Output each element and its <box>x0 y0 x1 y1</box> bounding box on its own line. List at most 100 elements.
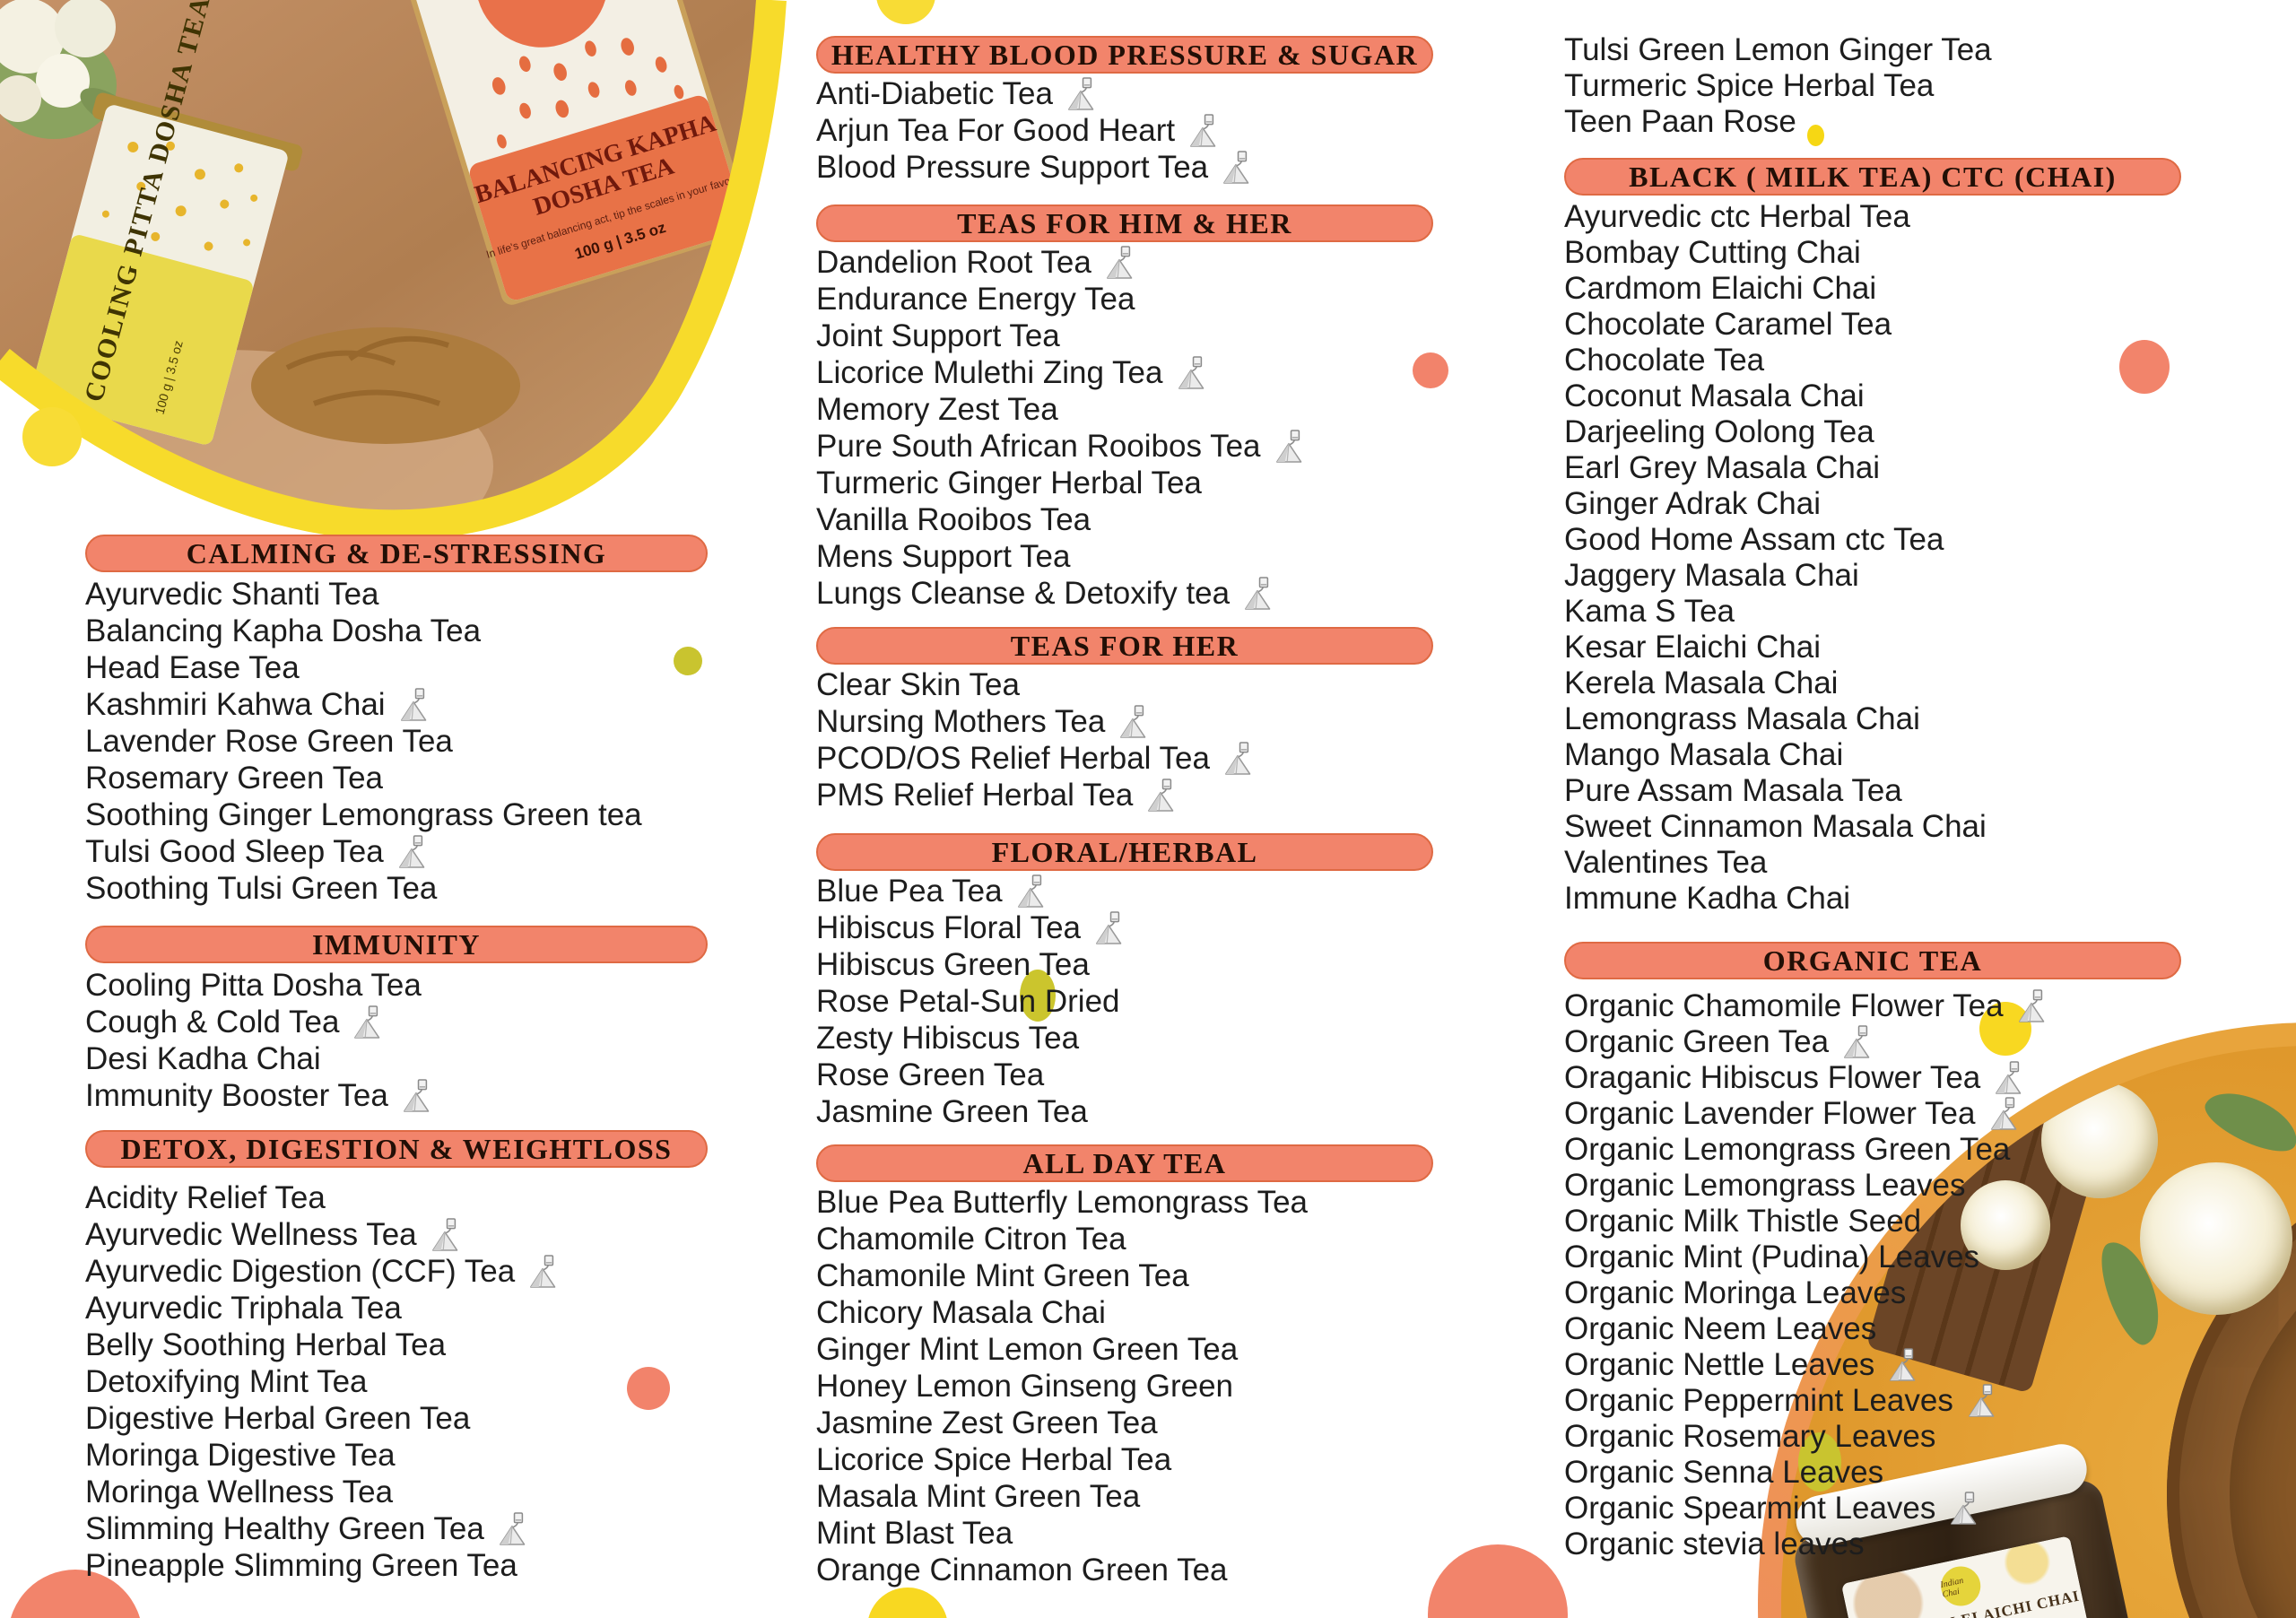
tea-item-label: Arjun Tea For Good Heart <box>816 112 1176 148</box>
tea-item-label: Acidity Relief Tea <box>85 1179 326 1215</box>
tea-item: Dandelion Root Tea <box>816 244 1433 281</box>
tea-item-label: Lungs Cleanse & Detoxify tea <box>816 575 1231 611</box>
menu-section: FLORAL/HERBAL Blue Pea Tea Hibiscus Flora… <box>816 833 1433 1130</box>
tea-item: Desi Kadha Chai <box>85 1040 708 1077</box>
tea-item-label: Tulsi Green Lemon Ginger Tea <box>1564 32 1992 67</box>
tea-item-label: Immunity Booster Tea <box>85 1077 388 1113</box>
section-header-pill: TEAS FOR HIM & HER <box>816 204 1433 242</box>
tea-item: Organic Moringa Leaves <box>1564 1275 2181 1311</box>
menu-column-middle: HEALTHY BLOOD PRESSURE & SUGAR Anti-Diabe… <box>816 36 1433 1588</box>
tea-item: Lavender Rose Green Tea <box>85 723 708 760</box>
tea-item: Darjeeling Oolong Tea <box>1564 414 2181 450</box>
section-header-label: TEAS FOR HER <box>1010 629 1239 662</box>
section-header-pill: BLACK ( MILK TEA) CTC (CHAI) <box>1564 158 2181 196</box>
tea-item: Honey Lemon Ginseng Green <box>816 1368 1433 1405</box>
teabag-icon <box>1017 874 1043 908</box>
tea-item-label: Teen Paan Rose <box>1564 104 1796 139</box>
tea-list: Acidity Relief Tea Ayurvedic Wellness Tea… <box>85 1179 708 1584</box>
decorative-dot <box>1413 352 1448 388</box>
tea-item: Pure South African Rooibos Tea <box>816 428 1433 465</box>
tea-item-label: Oraganic Hibiscus Flower Tea <box>1564 1060 1981 1095</box>
tea-item-label: Organic Spearmint Leaves <box>1564 1491 1936 1526</box>
chai-jars-photo-inner: Indian Chai CARDAMOM ELAICHI CHAI Indian… <box>1781 1046 2296 1618</box>
tea-item: Organic Neem Leaves <box>1564 1311 2181 1347</box>
tea-item: Jaggery Masala Chai <box>1564 558 2181 594</box>
menu-column-right: Tulsi Green Lemon Ginger Tea Turmeric Spi… <box>1564 29 2181 1562</box>
tea-item-label: Pure South African Rooibos Tea <box>816 428 1261 464</box>
tea-item-label: Ginger Mint Lemon Green Tea <box>816 1331 1239 1367</box>
tea-item-label: Chamomile Citron Tea <box>816 1221 1126 1257</box>
tea-item-label: Kesar Elaichi Chai <box>1564 630 1821 665</box>
tea-item-label: Chicory Masala Chai <box>816 1294 1106 1330</box>
tea-item-label: Organic Chamomile Flower Tea <box>1564 988 2004 1023</box>
teabag-icon <box>1990 1097 2016 1130</box>
tea-item-label: Slimming Healthy Green Tea <box>85 1510 484 1546</box>
tin-cooling-pitta: COOLING PITTA DOSHA TEA 100 g | 3.5 oz <box>30 0 303 445</box>
section-header-pill: FLORAL/HERBAL <box>816 833 1433 871</box>
tea-item-label: Organic Nettle Leaves <box>1564 1347 1875 1382</box>
decorative-dot <box>674 647 702 675</box>
tea-item: Pure Assam Masala Tea <box>1564 773 2181 809</box>
tea-item: Turmeric Ginger Herbal Tea <box>816 465 1433 501</box>
rose <box>1961 1180 2050 1270</box>
tea-item-label: Organic Moringa Leaves <box>1564 1275 1907 1310</box>
teabag-icon <box>431 1217 457 1251</box>
tea-item: Belly Soothing Herbal Tea <box>85 1327 708 1363</box>
tea-item: Detoxifying Mint Tea <box>85 1363 708 1400</box>
decorative-dot <box>22 407 82 466</box>
tea-item-label: Bombay Cutting Chai <box>1564 235 1861 270</box>
teabag-icon <box>1178 355 1204 389</box>
tea-item: Valentines Tea <box>1564 845 2181 881</box>
tea-item: Hibiscus Floral Tea <box>816 909 1433 946</box>
tea-item: Cardmom Elaichi Chai <box>1564 271 2181 307</box>
tea-item: Earl Grey Masala Chai <box>1564 450 2181 486</box>
teabag-icon <box>1951 1492 1977 1525</box>
tea-item-label: Moringa Digestive Tea <box>85 1437 396 1473</box>
menu-section: BLACK ( MILK TEA) CTC (CHAI) Ayurvedic ct… <box>1564 158 2181 917</box>
tea-list: Ayurvedic Shanti Tea Balancing Kapha Dosh… <box>85 576 708 907</box>
tea-item-label: PMS Relief Herbal Tea <box>816 777 1134 813</box>
tea-item-label: Earl Grey Masala Chai <box>1564 450 1881 485</box>
tea-item: Good Home Assam ctc Tea <box>1564 522 2181 558</box>
tea-item: Ayurvedic Digestion (CCF) Tea <box>85 1253 708 1290</box>
section-header-pill: TEAS FOR HER <box>816 627 1433 665</box>
tea-item: Organic Chamomile Flower Tea <box>1564 988 2181 1024</box>
tea-item: Kesar Elaichi Chai <box>1564 630 2181 665</box>
tea-item-label: Mint Blast Tea <box>816 1515 1013 1551</box>
menu-section: TEAS FOR HER Clear Skin Tea Nursing Mother… <box>816 627 1433 813</box>
tea-item: Pineapple Slimming Green Tea <box>85 1547 708 1584</box>
tea-item-label: Immune Kadha Chai <box>1564 881 1851 916</box>
menu-section: TEAS FOR HIM & HER Dandelion Root Tea End… <box>816 204 1433 612</box>
tea-item-label: Orange Cinnamon Green Tea <box>816 1552 1228 1588</box>
section-header-label: IMMUNITY <box>312 927 481 961</box>
tea-item-label: Organic Rosemary Leaves <box>1564 1419 1936 1454</box>
tea-item: Orange Cinnamon Green Tea <box>816 1552 1433 1588</box>
tea-item-label: Jaggery Masala Chai <box>1564 558 1859 593</box>
decorative-dot <box>2119 340 2170 394</box>
tea-item: Bombay Cutting Chai <box>1564 235 2181 271</box>
tea-item: Kerela Masala Chai <box>1564 665 2181 701</box>
tea-item-label: Rosemary Green Tea <box>85 760 384 796</box>
decorative-dot <box>1979 1002 2031 1056</box>
decorative-dot <box>1428 1544 1568 1618</box>
tea-item-label: Licorice Mulethi Zing Tea <box>816 354 1163 390</box>
tea-item: Chocolate Tea <box>1564 343 2181 378</box>
tea-item-label: Ayurvedic Shanti Tea <box>85 576 379 612</box>
section-header-pill: ALL DAY TEA <box>816 1144 1433 1182</box>
tea-item-label: Kama S Tea <box>1564 594 1735 629</box>
tea-item-label: Ayurvedic Wellness Tea <box>85 1216 417 1252</box>
tea-list: Ayurvedic ctc Herbal Tea Bombay Cutting C… <box>1564 199 2181 917</box>
decorative-dot <box>1807 125 1824 146</box>
tea-item-label: Valentines Tea <box>1564 845 1768 880</box>
tea-item-label: Blue Pea Tea <box>816 873 1003 909</box>
tea-item: Digestive Herbal Green Tea <box>85 1400 708 1437</box>
section-header-pill: HEALTHY BLOOD PRESSURE & SUGAR <box>816 36 1433 74</box>
tea-item: Soothing Tulsi Green Tea <box>85 870 708 907</box>
tea-item-label: Vanilla Rooibos Tea <box>816 501 1091 537</box>
tea-item: Blue Pea Butterfly Lemongrass Tea <box>816 1184 1433 1221</box>
tea-item: Blood Pressure Support Tea <box>816 149 1433 186</box>
tea-item: Vanilla Rooibos Tea <box>816 501 1433 538</box>
tea-item: Kashmiri Kahwa Chai <box>85 686 708 723</box>
tea-item: Mango Masala Chai <box>1564 737 2181 773</box>
tea-item-label: Mango Masala Chai <box>1564 737 1844 772</box>
